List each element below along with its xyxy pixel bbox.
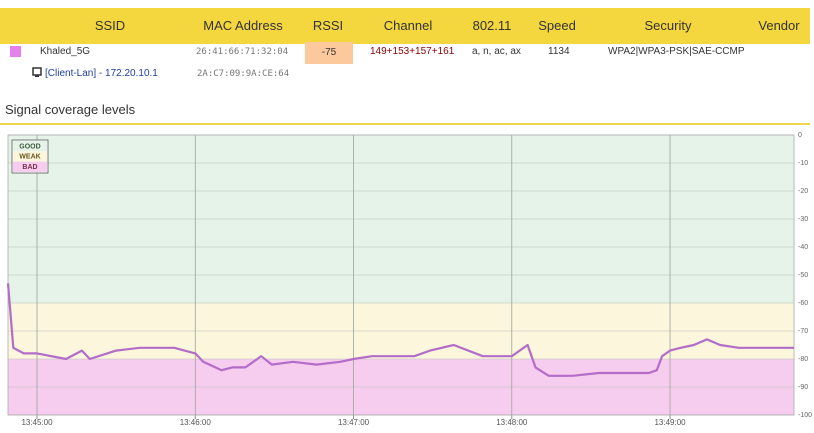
x-tick-label: 13:48:00 [496,418,528,427]
column-header[interactable]: RSSI [312,18,344,33]
column-header[interactable]: Vendor [758,18,800,33]
x-tick-label: 13:46:00 [180,418,212,427]
section-title: Signal coverage levels [5,102,136,117]
column-header[interactable]: Speed [538,18,576,33]
legend-label: WEAK [19,154,40,161]
speed: 1134 [548,46,570,57]
column-header[interactable]: Security [644,18,692,33]
legend-swatch [13,161,47,172]
legend-swatch [13,151,47,162]
y-tick-label: -80 [798,356,808,363]
y-tick-label: -10 [798,160,808,167]
legend-label: GOOD [19,143,40,150]
y-tick-label: 0 [798,132,802,139]
legend-swatch [13,141,47,152]
client[interactable]: [Client-Lan] - 172.20.10.1 [45,68,158,79]
client-icon [32,67,42,77]
section-rule [0,123,810,125]
y-tick-label: -70 [798,328,808,335]
y-tick-label: -60 [798,300,808,307]
ssid[interactable]: Khaled_5G [40,46,91,57]
y-tick-label: -20 [798,188,808,195]
standard: a, n, ac, ax [472,46,521,57]
column-header[interactable]: Channel [383,18,433,33]
x-tick-label: 13:47:00 [338,418,370,427]
y-tick-label: -100 [798,412,812,419]
x-tick-label: 13:49:00 [654,418,686,427]
signal-line [6,283,794,377]
table-header-bg [0,8,810,44]
channel: 149+153+157+161 [370,46,455,57]
row-color [10,46,21,57]
mac: 2A:C7:09:9A:CE:64 [197,69,290,79]
y-tick-label: -90 [798,384,808,391]
security: WPA2|WPA3-PSK|SAE-CCMP [608,46,745,57]
y-tick-label: -40 [798,244,808,251]
legend: GOOD WEAK BAD [11,139,49,174]
rssi: -75 [305,42,353,64]
y-tick-label: -30 [798,216,808,223]
column-header[interactable]: SSID [94,18,126,33]
mac: 26:41:66:71:32:04 [196,47,289,57]
x-tick-label: 13:45:00 [21,418,53,427]
y-tick-label: -50 [798,272,808,279]
plot-frame [7,134,795,416]
column-header[interactable]: 802.11 [472,18,512,33]
legend-label: BAD [22,164,37,171]
column-header[interactable]: MAC Address [203,18,283,33]
